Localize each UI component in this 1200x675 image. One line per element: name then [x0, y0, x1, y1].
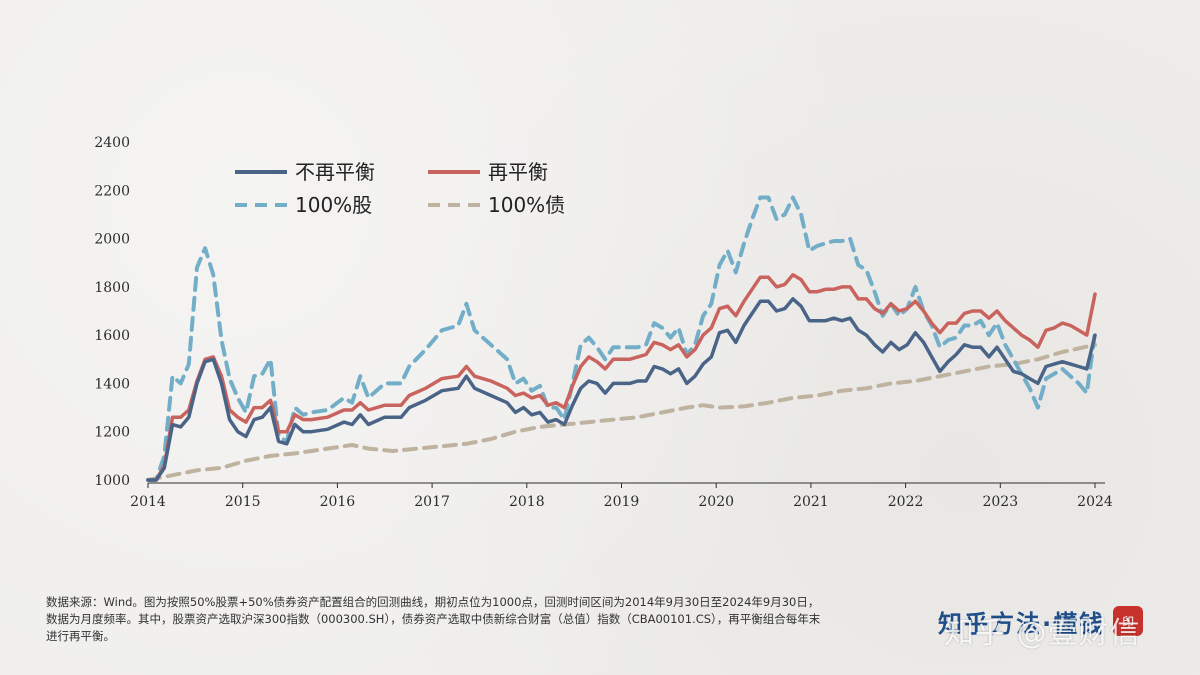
x-tick-label: 2020 [698, 494, 734, 510]
legend-label: 不再平衡 [295, 160, 375, 184]
footnote-line-1: 数据来源：Wind。图为按照50%股票+50%债券资产配置组合的回测曲线，期初点… [46, 595, 820, 609]
y-tick-label: 2400 [94, 135, 130, 151]
x-tick-label: 2018 [509, 494, 545, 510]
brand-logo: 知乎方法·懂钱 印 [938, 597, 1144, 645]
footnote-line-2: 数据为月度频率。其中，股票资产选取沪深300指数（000300.SH），债券资产… [46, 612, 821, 626]
seal-icon: 印 [1113, 606, 1144, 636]
x-tick-label: 2017 [414, 494, 450, 510]
series-layer [146, 195, 1097, 482]
y-tick-label: 1800 [94, 280, 130, 296]
y-tick-label: 1200 [94, 425, 130, 441]
line-chart: 1000 1200 1400 1600 1800 2000 2200 2400 2014 2015… [94, 135, 1113, 510]
x-tick-label: 2023 [982, 494, 1018, 510]
legend: 不再平衡 再平衡 100%股 100%债 [235, 160, 565, 217]
series-line-3 [146, 342, 1097, 482]
x-tick-label: 2024 [1077, 494, 1113, 510]
y-tick-label: 1600 [94, 328, 130, 344]
x-tick-label: 2019 [604, 494, 640, 510]
footnote-line-3: 进行再平衡。 [46, 629, 115, 643]
y-tick-label: 2200 [94, 183, 130, 199]
x-tick-label: 2014 [130, 494, 166, 510]
x-tick-label: 2022 [888, 494, 924, 510]
x-tick-label: 2015 [225, 494, 261, 510]
legend-label: 再平衡 [488, 160, 548, 184]
series-line-0 [146, 297, 1097, 482]
y-tick-label: 2000 [94, 232, 130, 248]
x-tick-label: 2016 [320, 494, 356, 510]
axes: 1000 1200 1400 1600 1800 2000 2200 2400 2014 2015… [94, 135, 1113, 510]
legend-label: 100%债 [488, 193, 565, 217]
footnote: 数据来源：Wind。图为按照50%股票+50%债券资产配置组合的回测曲线，期初点… [46, 594, 906, 645]
y-tick-label: 1000 [94, 473, 130, 489]
series-line-1 [146, 273, 1097, 482]
x-tick-label: 2021 [793, 494, 829, 510]
watermark: 知乎 @壹财信 [944, 616, 1141, 651]
brand-text: 知乎方法·懂钱 [938, 609, 1106, 638]
y-tick-label: 1400 [94, 376, 130, 392]
legend-label: 100%股 [295, 193, 372, 217]
